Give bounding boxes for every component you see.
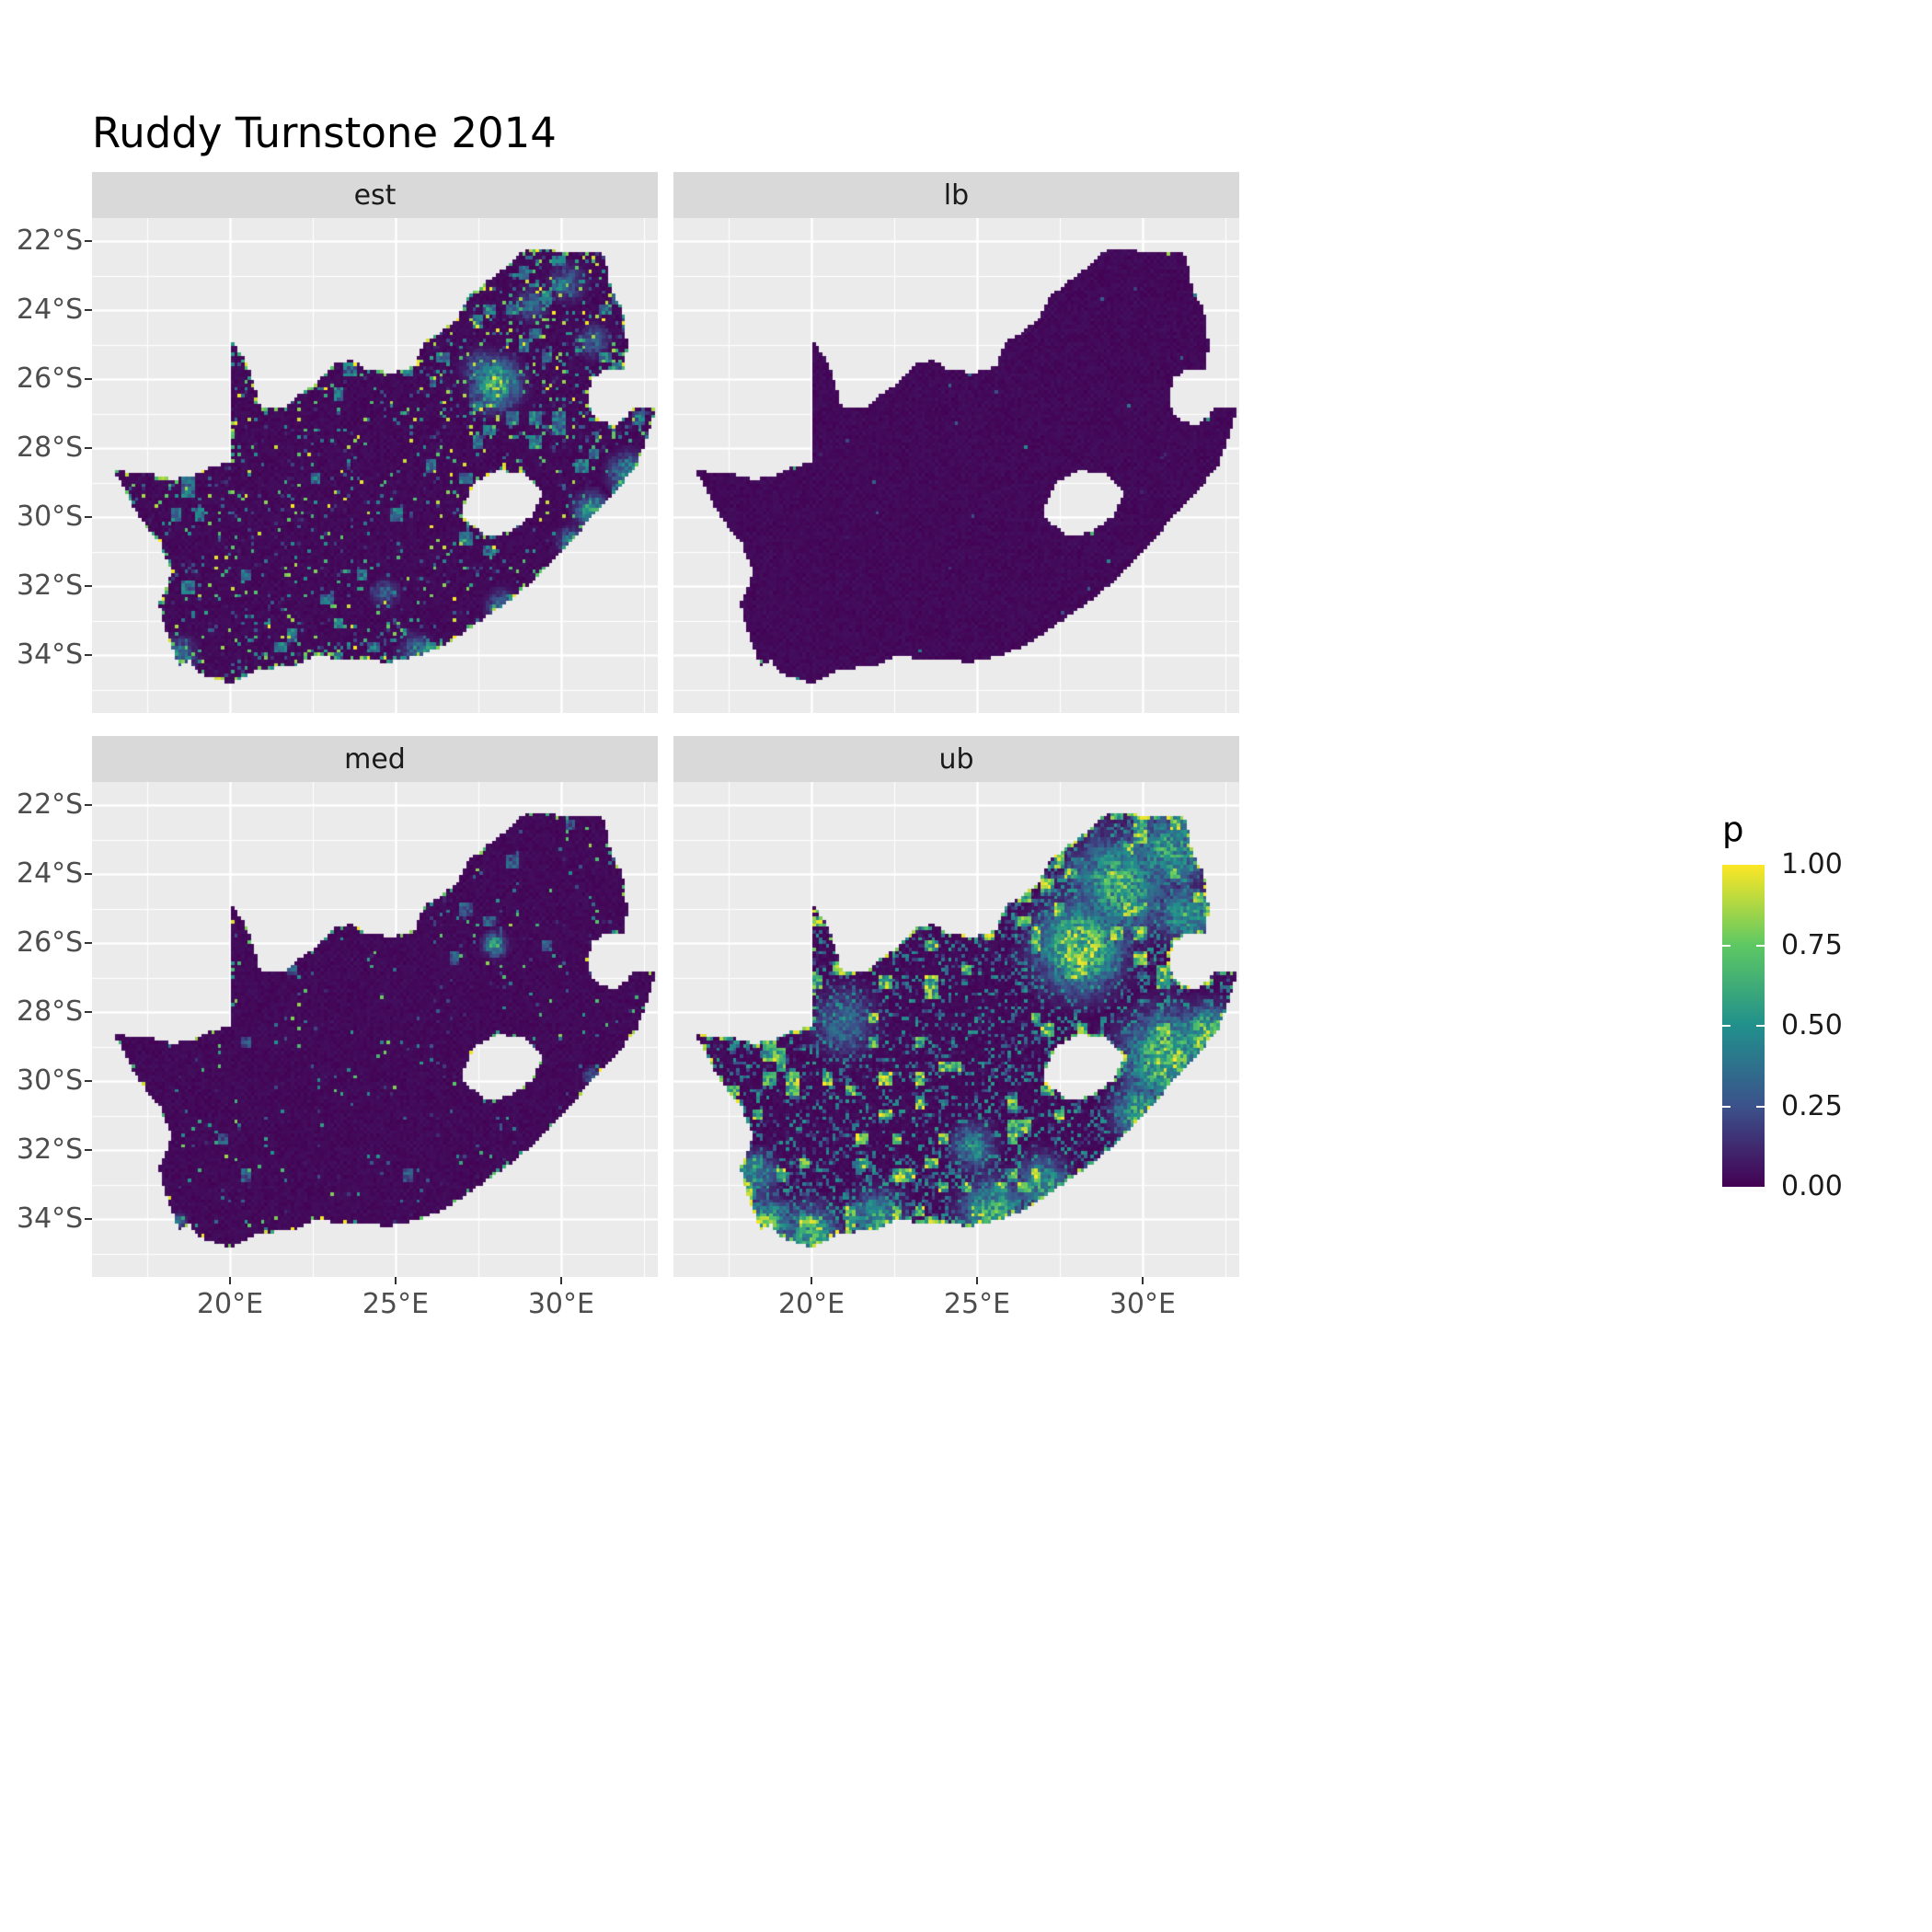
- y-axis-tick-mark: [85, 585, 92, 588]
- legend-colorbar-tick: [1756, 1025, 1765, 1027]
- y-axis-tick-mark: [85, 447, 92, 450]
- legend-colorbar-tick: [1722, 944, 1731, 947]
- map-panel-med: [92, 782, 658, 1277]
- x-axis-tick-mark: [229, 1277, 232, 1284]
- y-axis-tick-label: 32°S: [17, 1133, 84, 1167]
- y-axis-tick-label: 22°S: [17, 788, 84, 822]
- y-axis-tick-mark: [85, 240, 92, 243]
- x-axis-tick-label: 20°E: [196, 1288, 264, 1320]
- y-axis-tick-label: 34°S: [17, 638, 84, 671]
- legend-tick-label: 1.00: [1781, 848, 1843, 880]
- legend-colorbar-tick: [1756, 1105, 1765, 1108]
- legend-tick-label: 0.75: [1781, 928, 1843, 961]
- facet-strip-lb: lb: [673, 172, 1239, 218]
- legend-tick-label: 0.25: [1781, 1089, 1843, 1122]
- x-axis-tick-label: 20°E: [777, 1288, 845, 1320]
- x-axis-tick-mark: [975, 1277, 978, 1284]
- legend-colorbar-tick: [1722, 1025, 1731, 1027]
- y-axis-tick-label: 28°S: [17, 995, 84, 1029]
- y-axis-tick-mark: [85, 873, 92, 876]
- y-axis-tick-label: 28°S: [17, 431, 84, 465]
- x-axis-tick-mark: [811, 1277, 813, 1284]
- legend-colorbar-tick: [1756, 944, 1765, 947]
- y-axis-tick-mark: [85, 309, 92, 312]
- x-axis-tick-label: 25°E: [943, 1288, 1011, 1320]
- x-axis-tick-label: 25°E: [362, 1288, 430, 1320]
- plot-title: Ruddy Turnstone 2014: [92, 109, 557, 157]
- y-axis-tick-label: 22°S: [17, 224, 84, 258]
- facet-strip-med: med: [92, 736, 658, 782]
- y-axis-tick-mark: [85, 654, 92, 656]
- facet-strip-label: est: [353, 178, 397, 212]
- facet-strip-label: ub: [938, 742, 974, 776]
- y-axis-tick-label: 30°S: [17, 500, 84, 534]
- y-axis-tick-mark: [85, 378, 92, 381]
- facet-strip-est: est: [92, 172, 658, 218]
- y-axis-tick-label: 24°S: [17, 857, 84, 891]
- y-axis-tick-mark: [85, 804, 92, 807]
- y-axis-tick-label: 24°S: [17, 293, 84, 327]
- y-axis-tick-mark: [85, 1080, 92, 1083]
- map-panel-est: [92, 218, 658, 713]
- y-axis-tick-label: 32°S: [17, 569, 84, 603]
- legend-colorbar-tick: [1722, 1105, 1731, 1108]
- map-panel-lb: [673, 218, 1239, 713]
- y-axis-tick-label: 34°S: [17, 1202, 84, 1235]
- y-axis-tick-mark: [85, 942, 92, 945]
- x-axis-tick-label: 30°E: [1109, 1288, 1176, 1320]
- x-axis-tick-mark: [1141, 1277, 1144, 1284]
- legend-tick-label: 0.00: [1781, 1170, 1843, 1202]
- map-panel-ub: [673, 782, 1239, 1277]
- y-axis-tick-mark: [85, 516, 92, 519]
- x-axis-tick-mark: [559, 1277, 562, 1284]
- legend-title: p: [1722, 810, 1744, 849]
- y-axis-tick-mark: [85, 1218, 92, 1220]
- x-axis-tick-label: 30°E: [527, 1288, 594, 1320]
- facet-strip-label: lb: [943, 178, 970, 212]
- x-axis-tick-mark: [394, 1277, 397, 1284]
- legend-tick-label: 0.50: [1781, 1009, 1843, 1041]
- facet-strip-label: med: [344, 742, 406, 776]
- y-axis-tick-mark: [85, 1011, 92, 1014]
- y-axis-tick-mark: [85, 1149, 92, 1152]
- y-axis-tick-label: 26°S: [17, 362, 84, 396]
- facet-strip-ub: ub: [673, 736, 1239, 782]
- y-axis-tick-label: 30°S: [17, 1064, 84, 1098]
- y-axis-tick-label: 26°S: [17, 926, 84, 960]
